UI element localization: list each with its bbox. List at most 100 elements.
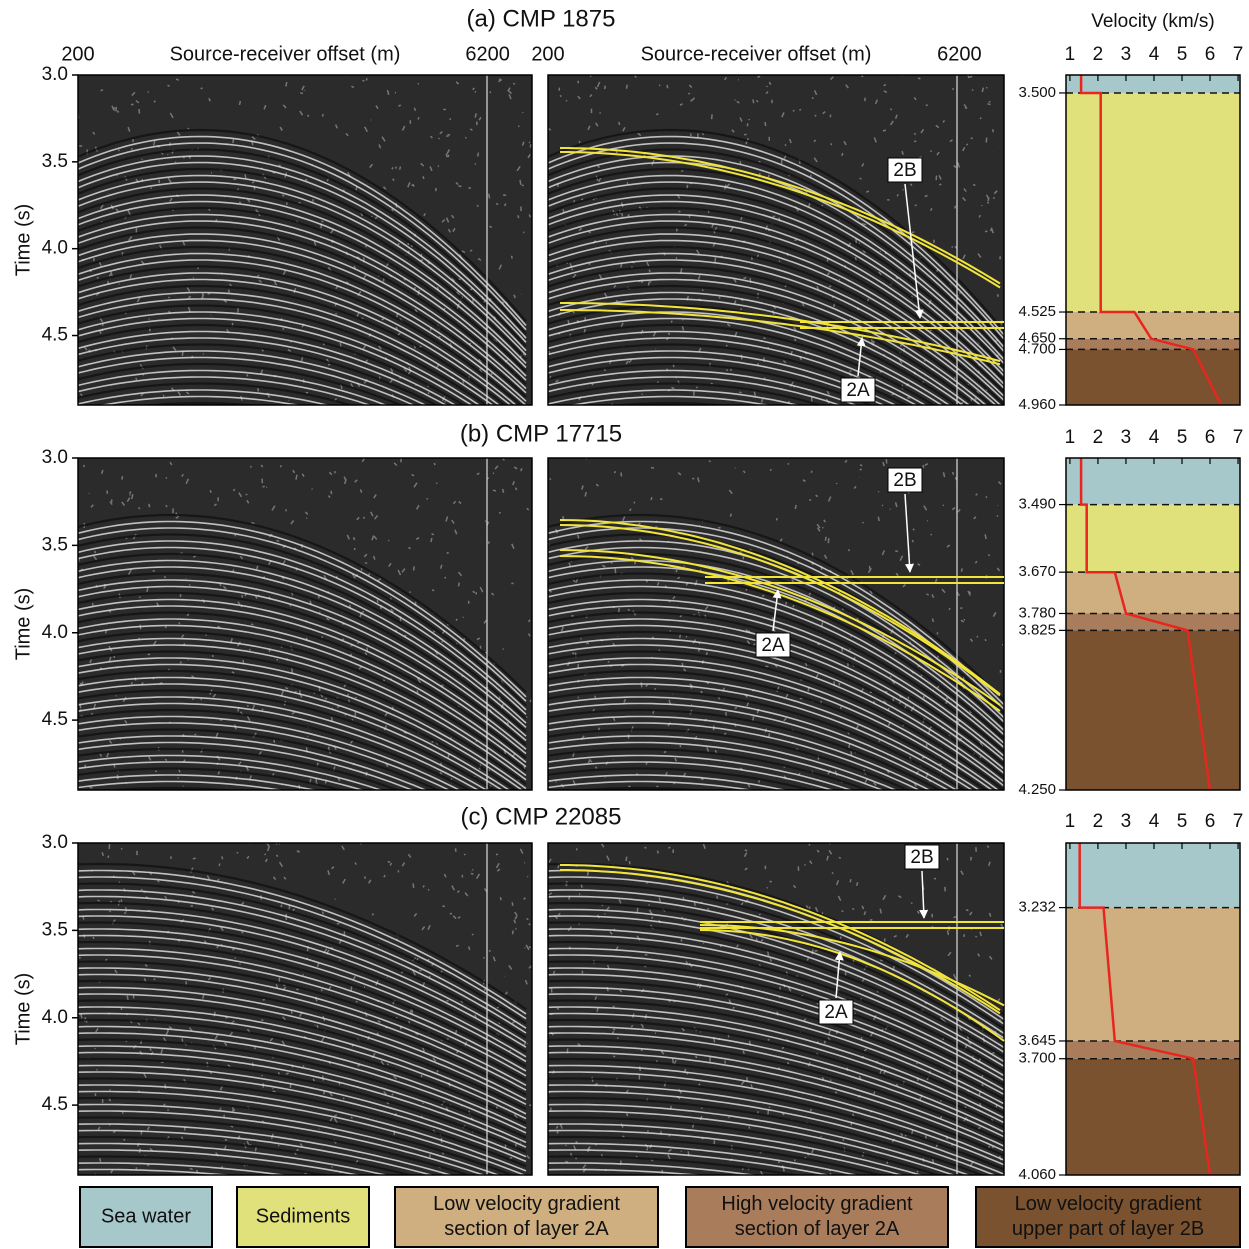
reflector xyxy=(548,272,987,405)
reflector xyxy=(548,259,997,405)
reflector xyxy=(548,644,1004,787)
reflector xyxy=(78,708,472,790)
reflector xyxy=(548,1103,971,1175)
reflector xyxy=(548,882,1004,1030)
annotation-arrow xyxy=(834,951,844,999)
velocity-tick-label: 7 xyxy=(1233,811,1244,832)
reflector xyxy=(78,999,527,1111)
reflector xyxy=(78,1090,527,1175)
reflector xyxy=(78,895,527,1034)
legend-label: upper part of layer 2B xyxy=(1012,1218,1204,1240)
reflector xyxy=(78,637,527,777)
reflector xyxy=(103,786,237,790)
layer xyxy=(1066,312,1240,339)
reflector xyxy=(78,1103,501,1175)
legend-swatch xyxy=(394,1186,659,1248)
reflector xyxy=(78,1045,527,1144)
reflector xyxy=(78,1077,527,1168)
reflector xyxy=(548,245,1004,405)
y-tick-label: 3.0 xyxy=(42,64,68,85)
reflector xyxy=(548,774,788,790)
reflector xyxy=(78,1168,235,1175)
reflector xyxy=(548,960,1004,1087)
y-tick-label: 3.0 xyxy=(42,832,68,853)
reflector xyxy=(78,862,527,1011)
reflector xyxy=(78,967,527,1087)
pick-line xyxy=(559,524,1001,697)
reflector xyxy=(78,1135,415,1175)
reflector xyxy=(548,1116,942,1175)
velocity-profile xyxy=(1079,458,1212,791)
reflector xyxy=(548,1123,924,1175)
reflector xyxy=(78,356,416,405)
reflector xyxy=(548,1071,1004,1166)
depth-label: 3.700 xyxy=(1018,1050,1056,1067)
reflector xyxy=(78,689,497,790)
reflector xyxy=(78,284,507,405)
velocity-tick-label: 3 xyxy=(1121,44,1132,65)
reflector xyxy=(548,265,993,405)
velocity-axis-label: Velocity (km/s) xyxy=(1091,11,1215,32)
panel-frame xyxy=(77,74,533,406)
reflector xyxy=(78,1162,289,1175)
velocity-tick-label: 1 xyxy=(1065,811,1076,832)
reflector xyxy=(548,291,971,405)
reflector xyxy=(78,220,527,381)
reflector xyxy=(78,1084,527,1172)
annotation: 2B xyxy=(893,160,916,181)
annotation-arrow xyxy=(856,337,866,377)
reflector xyxy=(78,206,527,373)
reflector xyxy=(548,708,942,790)
legend-swatch xyxy=(79,1186,213,1248)
reflector xyxy=(548,389,800,405)
reflector xyxy=(548,940,1004,1072)
reflector xyxy=(548,226,1004,393)
reflector xyxy=(548,915,1004,1053)
reflector xyxy=(548,194,1004,373)
reflector xyxy=(78,1038,527,1139)
reflector xyxy=(569,395,771,405)
reflector xyxy=(78,644,527,781)
reflector xyxy=(78,1142,389,1175)
reflector xyxy=(548,1168,705,1175)
legend-label: section of layer 2A xyxy=(735,1218,900,1240)
reflector xyxy=(78,559,527,724)
reflector xyxy=(548,1162,759,1175)
annotation: 2B xyxy=(893,470,916,491)
reflector xyxy=(548,356,886,405)
depth-label: 4.650 xyxy=(1018,330,1056,347)
reflector xyxy=(78,566,527,728)
reflector xyxy=(78,979,527,1096)
y-tick-label: 3.0 xyxy=(42,447,68,468)
reflector xyxy=(548,657,1000,790)
reflector xyxy=(548,206,1004,381)
reflector xyxy=(548,663,994,790)
legend-swatch xyxy=(236,1186,370,1248)
velocity-tick-label: 2 xyxy=(1093,44,1104,65)
pick-line xyxy=(560,302,1001,363)
legend-label: Low velocity gradient xyxy=(433,1193,620,1215)
layer xyxy=(1066,504,1240,573)
reflector xyxy=(78,754,384,790)
velocity-frame xyxy=(1065,457,1241,791)
reflector xyxy=(548,181,1004,365)
reflector xyxy=(573,786,707,790)
layer xyxy=(1066,1058,1240,1175)
velocity-tick-label: 2 xyxy=(1093,427,1104,448)
reflector xyxy=(548,1038,1004,1143)
reflector xyxy=(548,1110,957,1175)
x-tick-label: 200 xyxy=(531,43,564,65)
reflector xyxy=(78,908,527,1044)
reflector xyxy=(78,683,504,790)
reflector xyxy=(548,362,874,405)
pick-line xyxy=(560,147,1001,285)
reflector xyxy=(548,369,858,405)
panel-frame xyxy=(547,457,1005,791)
reflector xyxy=(78,245,527,398)
reflector xyxy=(78,585,527,742)
velocity-frame xyxy=(1065,842,1241,1176)
reflector xyxy=(78,657,527,790)
reflector xyxy=(78,1116,472,1175)
reflector xyxy=(78,252,527,402)
pick-line xyxy=(559,519,1001,695)
